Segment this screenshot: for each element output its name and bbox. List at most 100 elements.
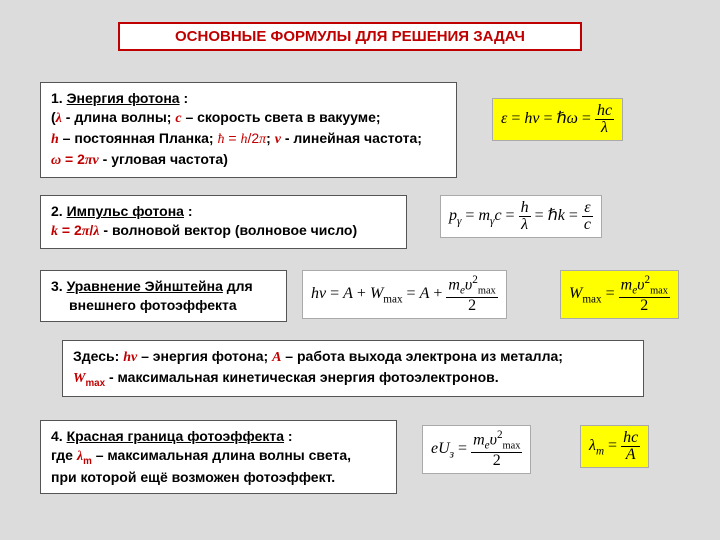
t: - волновой вектор (волновое число)	[100, 222, 358, 238]
omega-sym: ω	[51, 153, 61, 168]
two: 2	[471, 453, 522, 469]
item1-heading: Энергия фотона	[67, 90, 180, 106]
U: U	[438, 440, 450, 457]
m: m	[478, 207, 490, 224]
t: = 2	[58, 222, 82, 238]
m: m	[596, 445, 604, 457]
v: υ	[637, 276, 644, 293]
k-sym: k	[51, 224, 58, 239]
two: 2	[645, 274, 651, 286]
A: A	[621, 447, 640, 463]
lambda: λ	[519, 217, 531, 233]
eq: =	[454, 440, 471, 457]
lambda: λ	[589, 437, 596, 454]
t: – постоянная Планка;	[59, 130, 218, 146]
h: h	[311, 285, 319, 302]
hc: hc	[597, 102, 612, 119]
t: - линейная частота;	[281, 130, 422, 146]
t: – скорость света в вакууме;	[182, 109, 381, 125]
item3-heading: Уравнение Эйнштейна	[67, 278, 223, 294]
max: max	[383, 293, 402, 305]
eq: =	[326, 285, 343, 302]
k: k	[558, 207, 565, 224]
formula-eU: eUз = meυ2max2	[422, 425, 531, 474]
m: m	[621, 276, 633, 293]
eq: =	[565, 207, 582, 224]
hbar: ℏ	[556, 110, 566, 127]
v: υ	[490, 431, 497, 448]
W: W	[569, 285, 582, 302]
item2-num: 2.	[51, 203, 67, 219]
t: – работа выхода электрона из металла;	[281, 348, 562, 364]
t: внешнего фотоэффекта	[69, 297, 237, 313]
item2-box: 2. Импульс фотона : k = 2π/λ - волновой …	[40, 195, 407, 249]
max: max	[582, 293, 601, 305]
plus: +	[353, 285, 370, 302]
eq: =	[539, 110, 556, 127]
max: max	[650, 286, 668, 297]
t: - угловая частота)	[99, 151, 228, 167]
W-sym: W	[73, 371, 85, 386]
p: p	[449, 207, 457, 224]
t: - длина волны;	[62, 109, 175, 125]
eq: =	[578, 110, 595, 127]
h-sym: h	[51, 132, 59, 147]
formula-einstein: hν = A + Wmax = A + meυ2max2	[302, 270, 507, 319]
eq: =	[461, 207, 478, 224]
two: 2	[497, 429, 503, 441]
eq: =	[502, 207, 519, 224]
hv-sym: hν	[123, 350, 137, 365]
t: ;	[266, 130, 275, 146]
Wsub: max	[85, 378, 105, 389]
eq: =	[602, 285, 619, 302]
t: - максимальная кинетическая энергия фото…	[105, 369, 499, 385]
item4-heading: Красная граница фотоэффекта	[67, 428, 284, 444]
formula-photon-energy: ε = hν = ℏω = hcλ	[492, 98, 623, 141]
t: =	[224, 130, 240, 146]
item1-num: 1.	[51, 90, 67, 106]
m: m	[448, 276, 460, 293]
eq: =	[403, 285, 420, 302]
item1-box: 1. Энергия фотона : (λ - длина волны; c …	[40, 82, 457, 178]
eps: ε	[582, 200, 593, 217]
eq: =	[507, 110, 524, 127]
eq: =	[604, 437, 621, 454]
t: при которой ещё возможен фотоэффект.	[51, 469, 335, 485]
formula-wmax: Wmax = meυ2max2	[560, 270, 679, 319]
max: max	[478, 286, 496, 297]
W: W	[370, 285, 383, 302]
formula-photon-momentum: pγ = mγc = hλ = ℏk = εc	[440, 195, 602, 238]
t: для	[223, 278, 253, 294]
two: 2	[446, 298, 497, 314]
page-title: ОСНОВНЫЕ ФОРМУЛЫ ДЛЯ РЕШЕНИЯ ЗАДАЧ	[118, 22, 582, 51]
two: 2	[619, 298, 670, 314]
pi-sym: π	[85, 153, 93, 168]
t: /2	[247, 130, 259, 146]
A: A	[343, 285, 353, 302]
t: Здесь:	[73, 348, 123, 364]
formula-red-boundary: λm = hcA	[580, 425, 649, 468]
hbar: ℏ	[548, 207, 558, 224]
A: A	[420, 285, 430, 302]
plus: +	[429, 285, 446, 302]
t: где	[51, 447, 77, 463]
item1-colon: :	[180, 90, 189, 106]
c: c	[494, 207, 501, 224]
item4-box: 4. Красная граница фотоэффекта : где λm …	[40, 420, 397, 494]
t: – энергия фотона;	[137, 348, 272, 364]
two: 2	[472, 274, 478, 286]
c: c	[582, 217, 593, 233]
item4-colon: :	[284, 428, 293, 444]
item2-colon: :	[184, 203, 193, 219]
h: h	[519, 200, 531, 217]
eq: =	[531, 207, 548, 224]
hc: hc	[621, 430, 640, 447]
item4-num: 4.	[51, 428, 67, 444]
max: max	[503, 441, 521, 452]
omega: ω	[567, 110, 578, 127]
t: = 2	[61, 151, 85, 167]
note3-box: Здесь: hν – энергия фотона; A – работа в…	[62, 340, 644, 397]
lambda-m-sub: m	[83, 456, 92, 467]
item3-box: 3. Уравнение Эйнштейна для внешнего фото…	[40, 270, 287, 322]
m: m	[473, 431, 485, 448]
